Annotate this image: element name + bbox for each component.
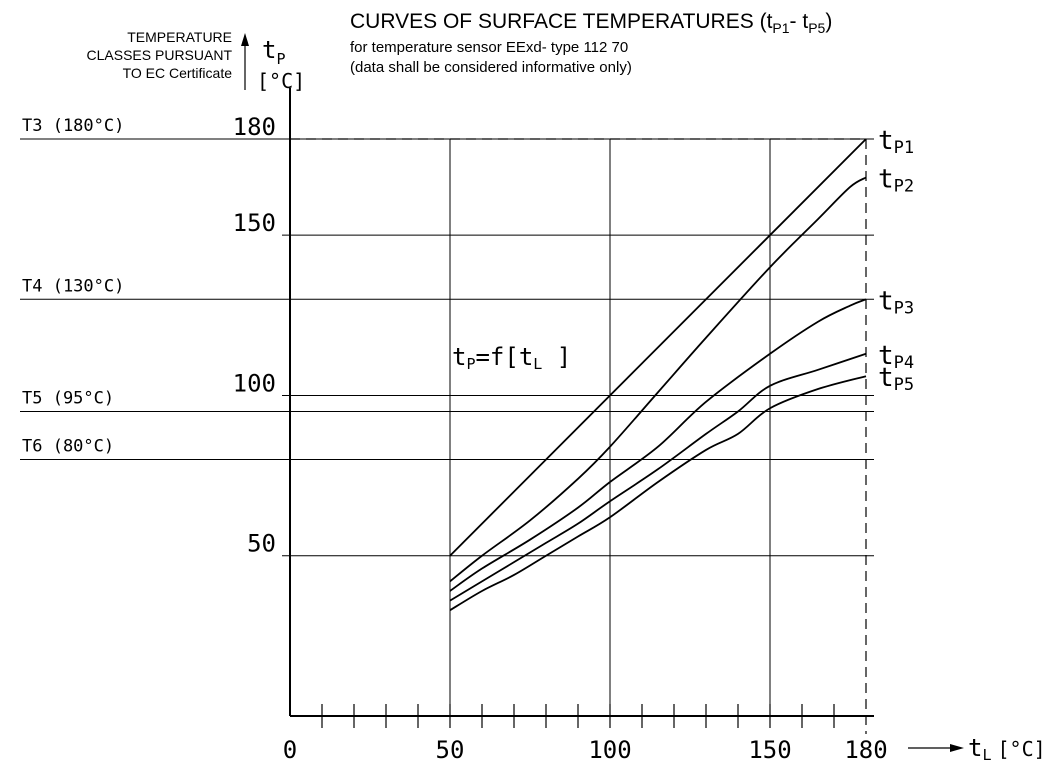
x-tick-label-0: 0 — [283, 736, 297, 764]
class-header-line3: TO EC Certificate — [123, 65, 233, 81]
chart-subtitle-line2: (data shall be considered informative on… — [350, 59, 632, 76]
series-label-p2: tP2 — [878, 164, 914, 196]
class-header-line2: CLASSES PURSUANT — [87, 47, 233, 63]
series-layer — [449, 138, 867, 611]
chart-title: CURVES OF SURFACE TEMPERATURES (tP1- tP5… — [350, 10, 832, 36]
y-tick-label-180: 180 — [233, 113, 276, 141]
grid-layer — [282, 138, 874, 734]
y-tick-label-50: 50 — [247, 530, 276, 558]
x-tick-label-180: 180 — [844, 736, 887, 764]
series-curve-p2 — [449, 176, 867, 583]
series-curve-p5 — [449, 375, 867, 611]
class-label-0: T3 (180°C) — [22, 116, 124, 136]
series-label-p1: tP1 — [878, 126, 914, 158]
series-curve-p1 — [449, 138, 867, 557]
axis-layer: 0 50 100 150 180 50 100 150 180 — [233, 88, 888, 764]
xlabel-arrowhead — [950, 744, 964, 752]
series-label-p3: tP3 — [878, 286, 914, 318]
series-label-p5: tP5 — [878, 363, 914, 395]
class-label-1: T4 (130°C) — [22, 276, 124, 296]
y-tick-label-150: 150 — [233, 209, 276, 237]
x-tick-label-100: 100 — [588, 736, 631, 764]
ylabel-arrowhead — [241, 33, 249, 46]
chart-subtitle-line1: for temperature sensor EExd- type 112 70 — [350, 39, 628, 56]
class-header-line1: TEMPERATURE — [127, 29, 232, 45]
x-tick-label-50: 50 — [436, 736, 465, 764]
y-axis-label-unit: [°C] — [257, 69, 305, 93]
series-curve-p4 — [449, 352, 867, 602]
class-label-2: T5 (95°C) — [22, 388, 114, 408]
y-axis-label-symbol: tP — [262, 36, 285, 68]
series-curve-p3 — [449, 298, 867, 592]
y-tick-label-100: 100 — [233, 369, 276, 397]
temperature-class-layer: T3 (180°C) T4 (130°C) T5 (95°C) T6 (80°C) — [20, 116, 874, 461]
x-axis-label: tL [°C] — [968, 734, 1046, 764]
formula-annotation: tP=f[tL ] — [452, 343, 571, 373]
series-label-p4: tP4 — [878, 341, 914, 373]
x-tick-label-150: 150 — [748, 736, 791, 764]
class-label-3: T6 (80°C) — [22, 437, 114, 457]
